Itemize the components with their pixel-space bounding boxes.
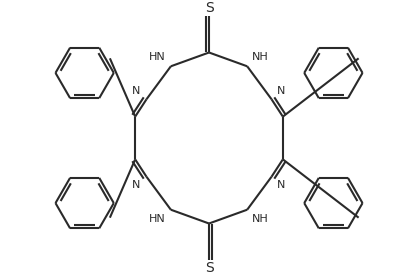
Text: NH: NH <box>252 214 269 224</box>
Text: S: S <box>204 261 213 275</box>
Text: N: N <box>132 86 141 96</box>
Text: NH: NH <box>252 52 269 62</box>
Text: HN: HN <box>149 214 166 224</box>
Text: N: N <box>277 180 286 190</box>
Text: HN: HN <box>149 52 166 62</box>
Text: N: N <box>277 86 286 96</box>
Text: S: S <box>204 1 213 15</box>
Text: N: N <box>132 180 141 190</box>
